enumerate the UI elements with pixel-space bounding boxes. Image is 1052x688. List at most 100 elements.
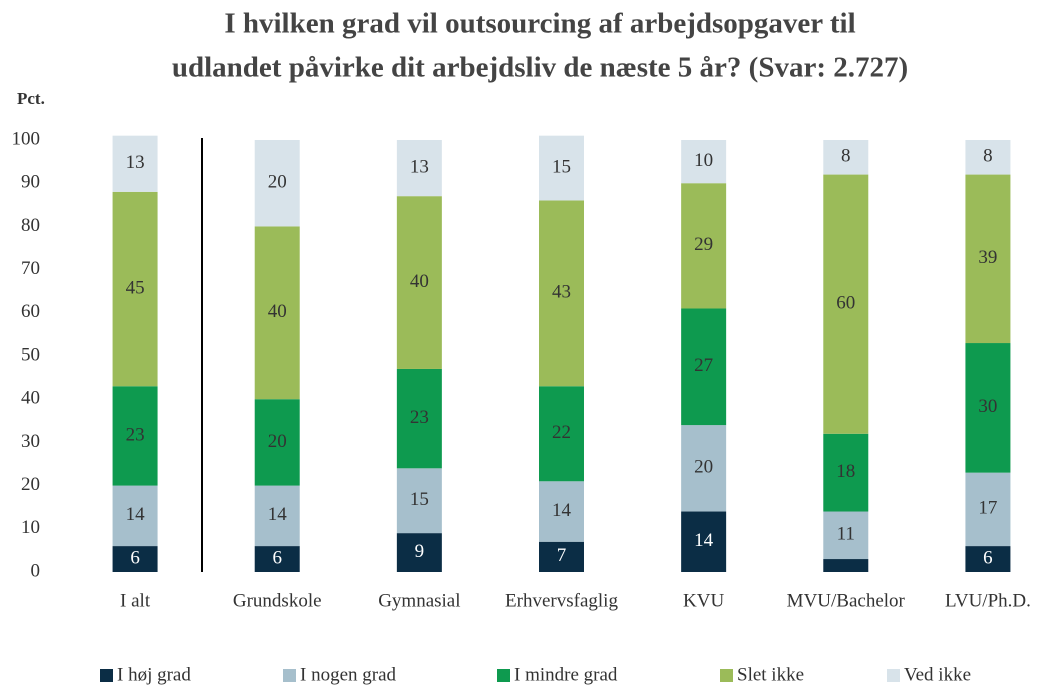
data-label: 6 (272, 547, 282, 568)
data-label: 13 (410, 156, 429, 177)
data-label: 7 (557, 545, 567, 566)
bar-segment (112, 386, 158, 486)
y-tick-label: 10 (21, 517, 40, 538)
bar-segment (539, 135, 584, 201)
y-tick-label: 90 (21, 172, 40, 193)
legend-label: Ved ikke (904, 664, 971, 685)
bar-segment (823, 511, 869, 560)
data-label: 13 (126, 152, 145, 173)
bar-segment (254, 226, 300, 400)
x-tick-label: I alt (120, 590, 151, 611)
x-tick-label: Gymnasial (378, 590, 460, 611)
bar-segment (681, 308, 727, 426)
bar-segment (823, 140, 869, 175)
data-label: 14 (268, 504, 288, 525)
data-label: 17 (978, 498, 997, 519)
y-axis-label: Pct. (17, 89, 45, 108)
bar-segment (965, 472, 1011, 547)
data-label: 45 (126, 277, 145, 298)
data-label: 6 (130, 547, 140, 568)
bar-segment (112, 191, 158, 387)
bar-segment (396, 196, 442, 369)
data-label: 22 (552, 422, 571, 443)
y-tick-label: 30 (21, 431, 40, 452)
bar-segment (254, 399, 300, 486)
data-label: 40 (268, 301, 287, 322)
y-tick-label: 80 (21, 215, 40, 236)
data-label: 20 (268, 172, 287, 193)
bar-segment (823, 174, 869, 434)
bar-segment (539, 386, 584, 482)
y-tick-label: 50 (21, 344, 40, 365)
bar-segment (254, 546, 300, 572)
bar-segment (254, 485, 300, 547)
data-label: 39 (978, 247, 997, 268)
bar-segment (965, 343, 1011, 473)
legend-swatch (720, 669, 733, 682)
data-label: 14 (126, 504, 146, 525)
chart-title: udlandet påvirke dit arbejdsliv de næste… (172, 52, 908, 84)
data-label: 30 (978, 396, 997, 417)
x-tick-label: MVU/Bachelor (787, 590, 906, 611)
bar-segment (539, 481, 584, 542)
data-label: 8 (841, 146, 851, 167)
legend-label: I mindre grad (514, 664, 618, 685)
data-label: 11 (837, 524, 855, 545)
data-label: 40 (410, 271, 429, 292)
bar-segment (396, 140, 442, 197)
data-label: 15 (552, 156, 571, 177)
x-tick-label: Grundskole (233, 590, 322, 611)
bar-segment (681, 511, 727, 572)
bar-segment (965, 140, 1011, 175)
bar-segment (254, 140, 300, 227)
data-label: 23 (126, 424, 145, 445)
x-tick-label: Erhvervsfaglig (505, 590, 618, 611)
bar-segment (396, 468, 442, 534)
data-label: 10 (694, 150, 713, 171)
data-label: 18 (836, 461, 855, 482)
legend-swatch (100, 669, 113, 682)
legend-label: I nogen grad (300, 664, 397, 685)
data-label: 6 (983, 547, 993, 568)
bar-segment (112, 135, 158, 192)
legend-label: Slet ikke (737, 664, 804, 685)
data-label: 15 (410, 489, 429, 510)
y-tick-label: 0 (31, 560, 41, 581)
bar-segment (539, 200, 584, 387)
x-tick-label: LVU/Ph.D. (945, 590, 1031, 611)
data-label: 8 (983, 146, 993, 167)
data-label: 9 (415, 541, 425, 562)
bar-segment (539, 541, 584, 572)
bar-segment (823, 433, 869, 512)
bar-segment (681, 183, 727, 309)
y-tick-label: 100 (12, 128, 41, 149)
bar-segment (396, 533, 442, 572)
legend-label: I høj grad (117, 664, 191, 685)
data-label: 27 (694, 355, 713, 376)
bar-segment (112, 485, 158, 547)
data-label: 60 (836, 293, 855, 314)
data-label: 23 (410, 407, 429, 428)
bar-segment (965, 174, 1011, 344)
data-label: 14 (694, 530, 714, 551)
legend-swatch (283, 669, 296, 682)
bar-segment (823, 559, 869, 572)
x-tick-label: KVU (683, 590, 724, 611)
y-tick-label: 70 (21, 258, 40, 279)
bar-segment (681, 140, 727, 184)
legend-swatch (497, 669, 510, 682)
bar-segment (681, 425, 727, 512)
data-label: 20 (694, 457, 713, 478)
data-label: 29 (694, 234, 713, 255)
bar-segment (965, 546, 1011, 572)
bar-segment (112, 546, 158, 572)
legend-swatch (887, 669, 900, 682)
y-tick-label: 60 (21, 301, 40, 322)
y-tick-label: 40 (21, 388, 40, 409)
data-label: 43 (552, 282, 571, 303)
bar-segment (396, 368, 442, 469)
data-label: 20 (268, 431, 287, 452)
data-label: 14 (552, 500, 572, 521)
y-tick-label: 20 (21, 474, 40, 495)
